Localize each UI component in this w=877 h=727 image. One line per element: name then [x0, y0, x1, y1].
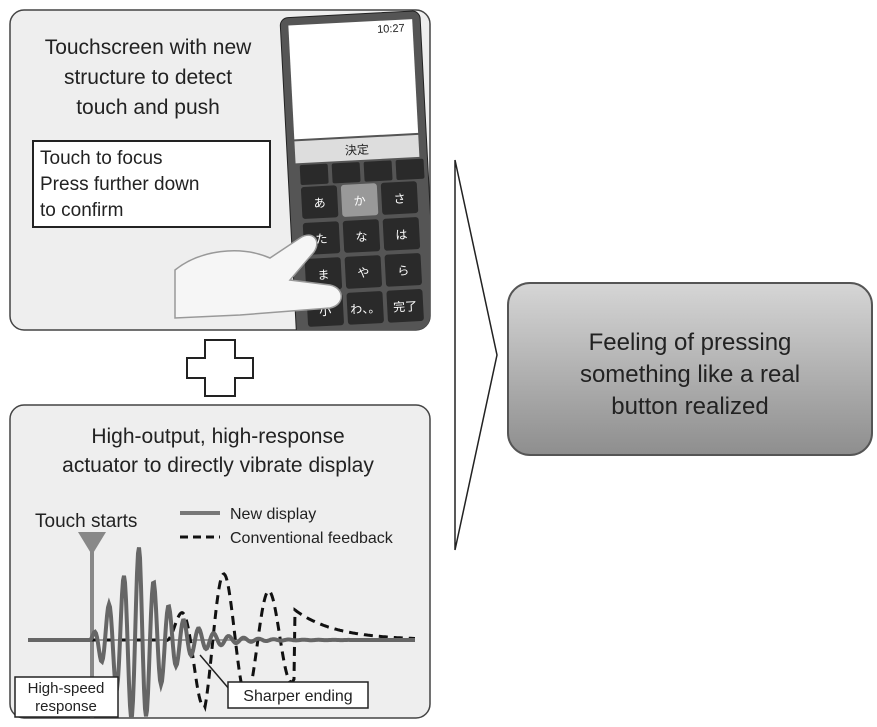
key-label: あ: [313, 196, 326, 211]
callout-text: Sharper ending: [243, 688, 352, 705]
result-text: something like a real: [580, 361, 800, 388]
key-label: ら: [397, 264, 410, 279]
panel-title: actuator to directly vibrate display: [62, 454, 374, 477]
note-text: Press further down: [40, 174, 199, 195]
key-label: や: [357, 266, 370, 281]
arrow: [455, 160, 497, 550]
key-label: は: [395, 228, 408, 243]
phone-screen: [288, 19, 418, 139]
plus-sign: [187, 340, 253, 396]
function-key: [396, 159, 425, 180]
key-label: さ: [393, 192, 406, 207]
note-text: to confirm: [40, 200, 123, 221]
callout-text: High-speed: [28, 680, 105, 697]
key-label: ま: [317, 268, 330, 283]
function-key: [364, 160, 393, 181]
panel-title: High-output, high-response: [91, 425, 344, 448]
function-key: [300, 164, 329, 185]
clock: 10:27: [377, 22, 405, 35]
touch-marker-label: Touch starts: [35, 511, 137, 532]
key-label: わ、。: [350, 301, 381, 317]
callout-text: response: [35, 698, 97, 715]
key-label: 完了: [393, 298, 418, 314]
function-key: [332, 162, 361, 183]
key-label: か: [353, 194, 366, 209]
confirm-key: 決定: [345, 142, 370, 158]
result-text: Feeling of pressing: [589, 329, 792, 356]
legend-label: Conventional feedback: [230, 530, 394, 547]
key-label: な: [355, 230, 368, 245]
panel-title: Touchscreen with new: [45, 36, 252, 59]
panel-title: structure to detect: [64, 66, 232, 89]
diagram: 10:27 決定 あかさたなはまやら小わ、。完了 Touchscreen wit…: [0, 0, 877, 722]
result-text: button realized: [611, 393, 768, 420]
legend-label: New display: [230, 506, 316, 523]
panel-title: touch and push: [76, 96, 220, 119]
note-text: Touch to focus: [40, 148, 163, 169]
bottom-panel: [10, 405, 430, 718]
